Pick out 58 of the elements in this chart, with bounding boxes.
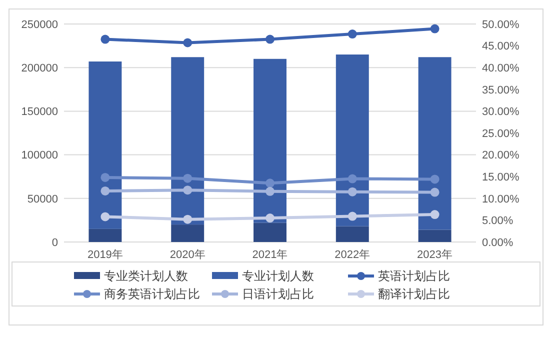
legend-label: 翻译计划占比 <box>378 287 450 302</box>
x-tick-label: 2021年 <box>252 249 288 261</box>
point <box>348 174 357 184</box>
point <box>183 38 192 48</box>
point <box>100 34 110 44</box>
bar <box>171 57 204 225</box>
y-tick-label: 100000 <box>21 150 58 162</box>
x-tick-label: 2019年 <box>87 249 123 261</box>
y2-tick-label: 40.00% <box>482 62 520 74</box>
point <box>430 24 440 34</box>
point <box>266 186 274 196</box>
bar <box>336 54 369 226</box>
legend-label: 商务英语计划占比 <box>104 287 200 302</box>
y2-tick-label: 5.00% <box>482 215 514 228</box>
point <box>266 214 274 223</box>
point <box>183 214 192 224</box>
bar <box>254 222 286 242</box>
y2-tick-label: 15.00% <box>482 171 520 184</box>
legend-label: 英语计划占比 <box>378 269 450 284</box>
bar <box>88 228 122 242</box>
y2-tick-label: 25.00% <box>482 128 520 140</box>
bar <box>171 224 204 242</box>
legend-label: 专业类计划人数 <box>104 269 188 284</box>
y-tick-label: 150000 <box>21 106 58 118</box>
bar <box>336 226 369 242</box>
y-tick-label: 200000 <box>21 62 58 74</box>
point <box>348 187 357 196</box>
y2-tick-label: 0.00% <box>482 236 514 249</box>
legend-label: 专业计划人数 <box>242 269 314 284</box>
bar <box>88 61 122 229</box>
y-tick-label: 250000 <box>21 18 58 31</box>
point <box>100 186 110 196</box>
bar <box>254 58 286 223</box>
legend-label: 日语计划占比 <box>242 287 314 302</box>
y2-tick-label: 45.00% <box>482 40 520 53</box>
bar <box>418 230 452 242</box>
point <box>430 174 440 184</box>
x-tick-label: 2022年 <box>334 249 370 261</box>
x-tick-label: 2020年 <box>170 249 206 261</box>
point <box>348 30 357 39</box>
point <box>430 188 440 197</box>
point <box>430 210 440 220</box>
bar <box>418 57 452 230</box>
y2-tick-label: 50.00% <box>482 18 520 31</box>
point <box>100 172 110 182</box>
point <box>266 34 274 44</box>
x-tick-label: 2023年 <box>417 249 453 261</box>
y-tick-label: 0 <box>52 236 58 249</box>
y-tick-label: 50000 <box>27 193 58 206</box>
point <box>266 178 274 188</box>
point <box>183 186 192 195</box>
point <box>348 212 357 221</box>
y2-tick-label: 10.00% <box>482 193 520 206</box>
point <box>183 174 192 183</box>
point <box>100 212 110 222</box>
y2-tick-label: 35.00% <box>482 84 520 96</box>
y2-tick-label: 20.00% <box>482 150 520 162</box>
y2-tick-label: 30.00% <box>482 106 520 118</box>
